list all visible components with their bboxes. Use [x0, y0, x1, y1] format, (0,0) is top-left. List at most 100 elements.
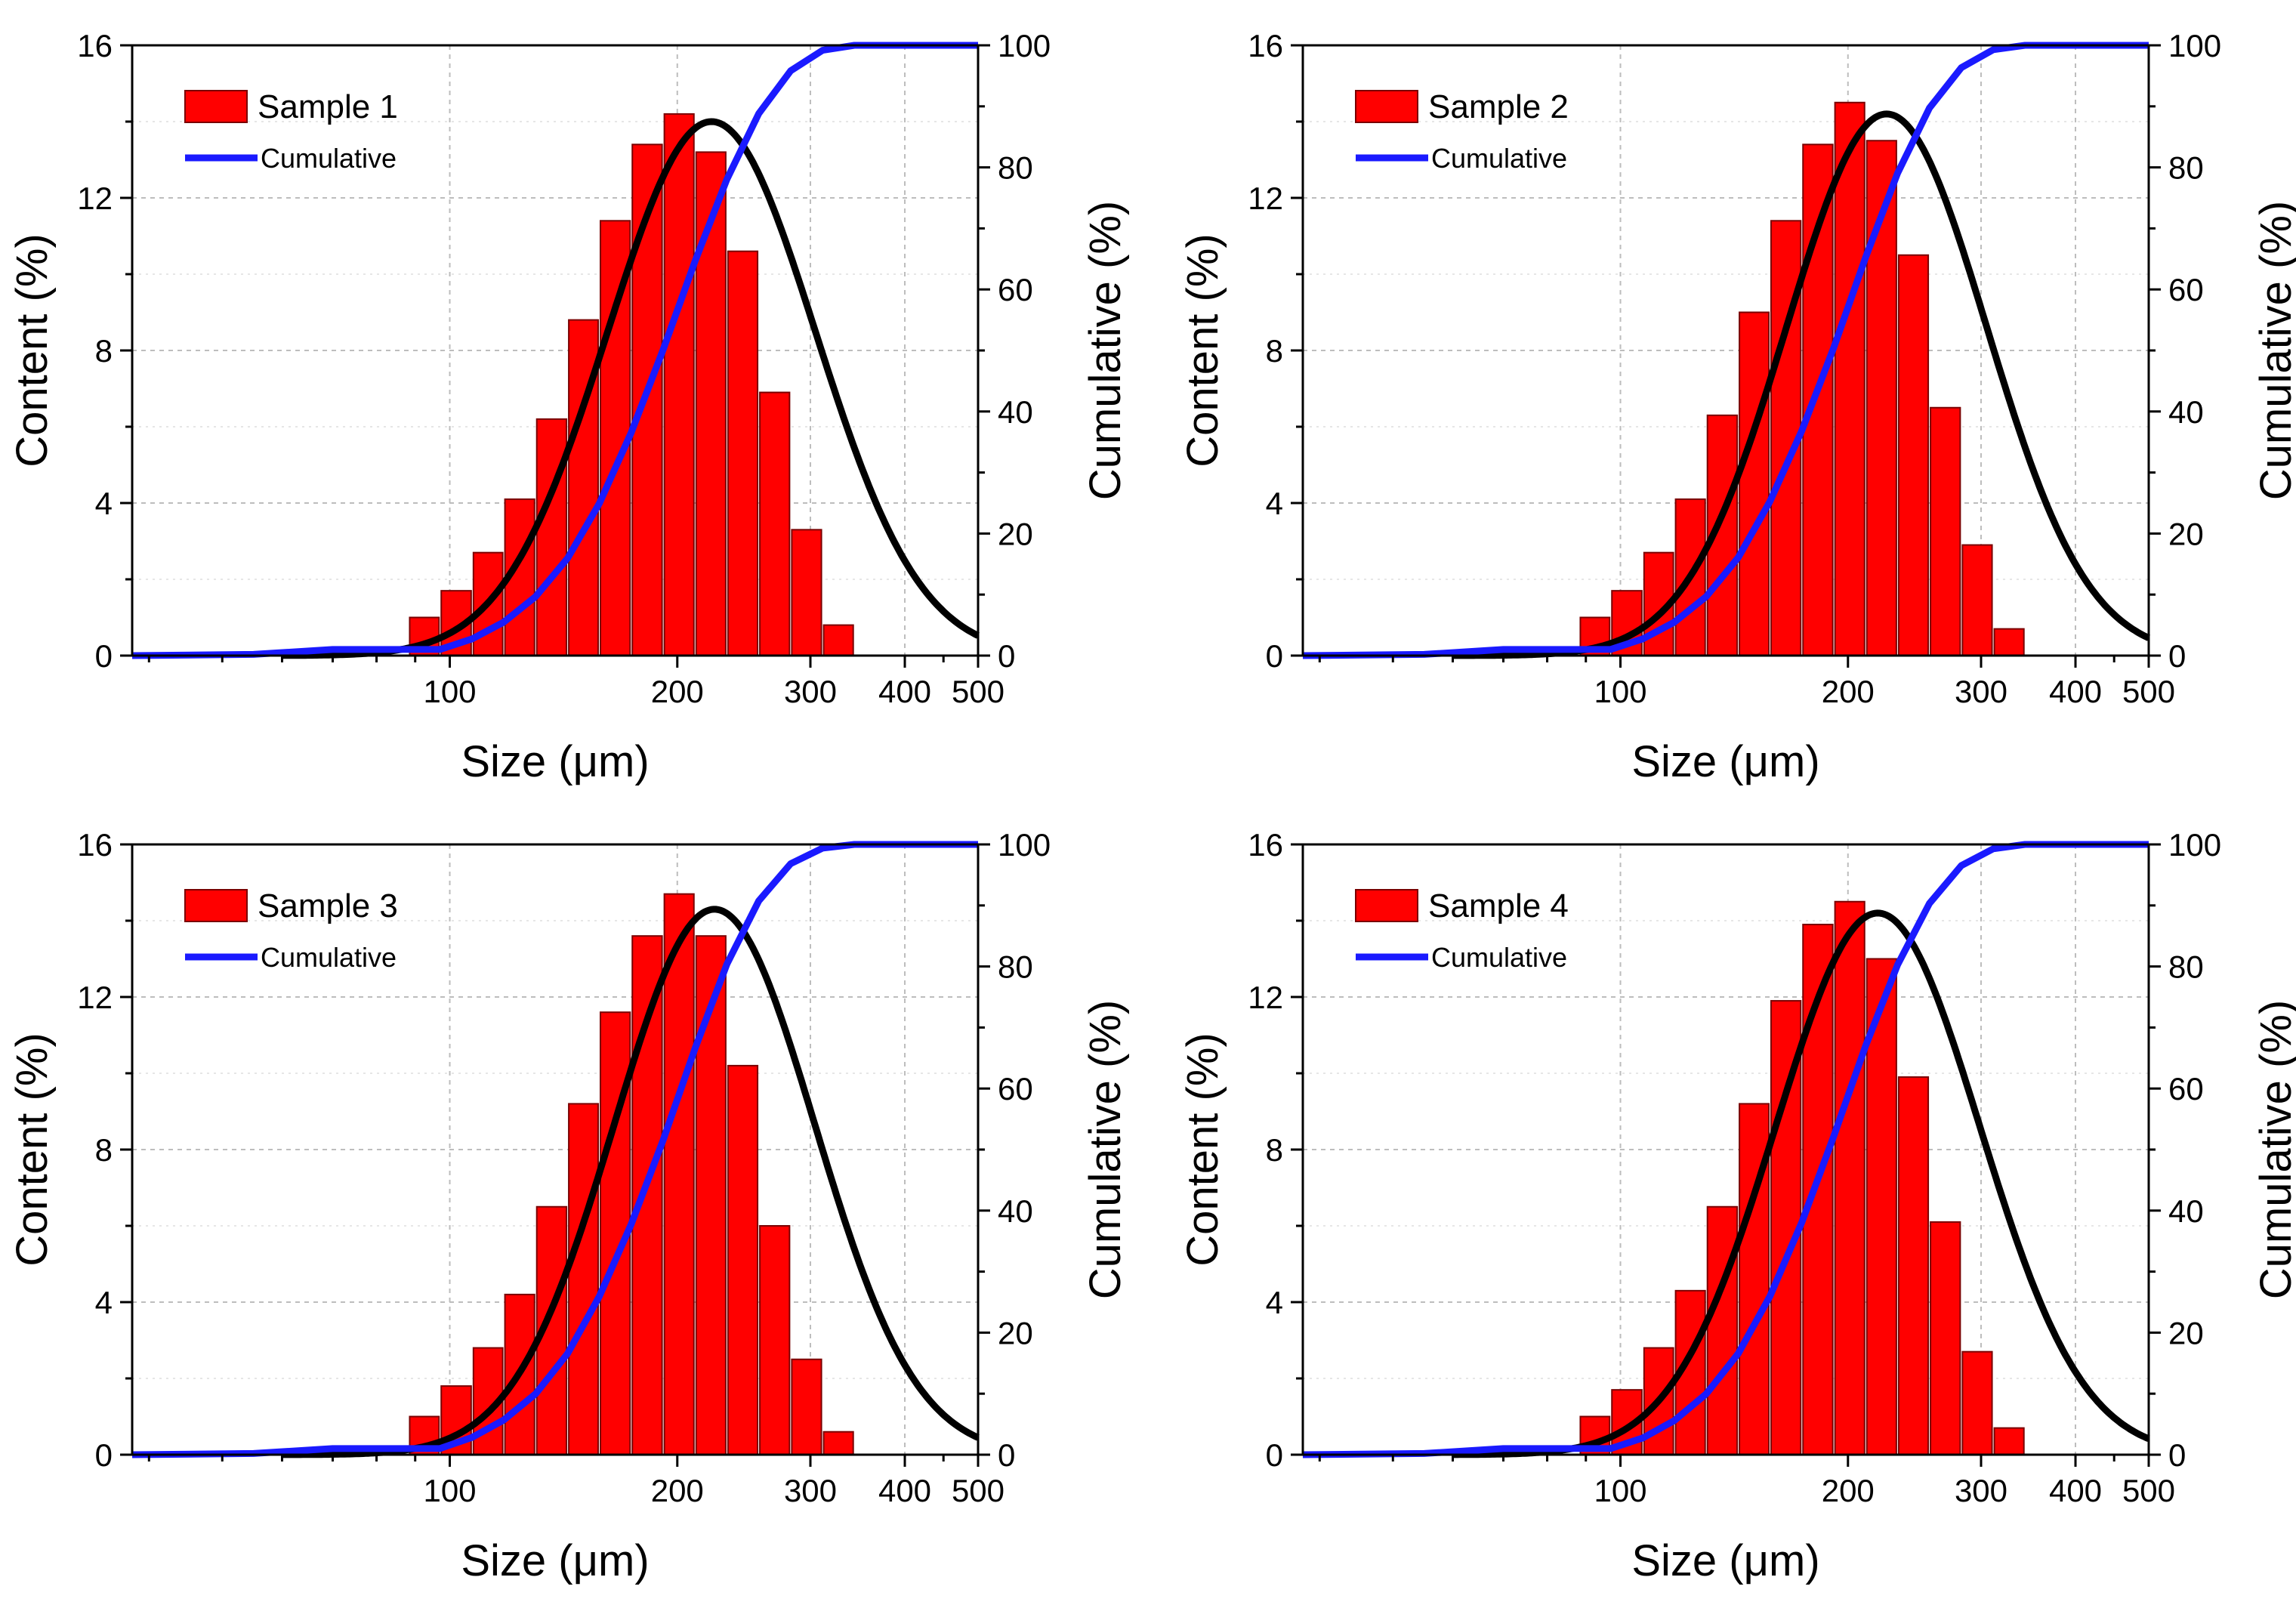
y-tick-label: 0: [95, 638, 113, 674]
bar: [727, 250, 759, 656]
cumulative-curve: [131, 42, 978, 659]
x-tick-label: 200: [651, 674, 704, 709]
bar: [535, 418, 568, 657]
legend: Sample 4 Cumulative: [1355, 887, 1569, 973]
y-tick-label: 16: [77, 28, 113, 63]
y2-axis-title: Cumulative (%): [2251, 1000, 2296, 1299]
bars: [1579, 101, 2025, 657]
y2-tick-label: 100: [998, 28, 1051, 63]
x-tick-label: 100: [1594, 1473, 1646, 1508]
bar: [727, 1064, 759, 1455]
y-tick-label: 4: [1266, 1285, 1283, 1320]
x-tick-label: 200: [1822, 674, 1875, 709]
y-tick-label: 8: [95, 333, 113, 369]
x-tick-label: 200: [651, 1473, 704, 1508]
y2-tick-label: 0: [998, 638, 1015, 674]
y-tick-label: 4: [1266, 486, 1283, 521]
chart-svg: 0 4 8 12 16 0 20 40 60 80 100 100 200 300 400 500 Size (…: [8, 28, 1130, 786]
legend-swatch-bar: [1355, 90, 1418, 123]
y2-tick-label: 80: [2168, 949, 2204, 985]
legend: Sample 2 Cumulative: [1355, 88, 1569, 174]
y2-tick-label: 40: [2168, 394, 2204, 430]
x-axis: 100 200 300 400 500: [147, 1455, 1004, 1508]
bar: [663, 893, 695, 1455]
x-axis-title: Size (μm): [461, 1536, 649, 1585]
legend-swatch-bar: [184, 90, 248, 123]
y2-tick-label: 0: [2168, 1437, 2186, 1473]
y2-tick-label: 60: [998, 1071, 1033, 1107]
y-axis-title: Content (%): [1178, 233, 1227, 467]
y2-tick-label: 0: [2168, 638, 2186, 674]
bar: [568, 1103, 599, 1455]
x-axis: 100 200 300 400 500: [147, 656, 1004, 709]
x-tick-label: 300: [1955, 674, 2007, 709]
y-tick-label: 16: [77, 827, 113, 863]
bar: [1706, 1205, 1739, 1455]
y2-tick-label: 100: [2168, 28, 2221, 63]
bar: [1834, 900, 1866, 1455]
y-axis-left: 0 4 8 12 16: [77, 28, 132, 674]
y-tick-label: 0: [1266, 1437, 1283, 1473]
y-tick-label: 0: [1266, 638, 1283, 674]
legend-label-cumulative: Cumulative: [261, 143, 397, 174]
bar: [759, 391, 791, 656]
x-tick-label: 500: [2122, 674, 2175, 709]
y-axis-right: 0 20 40 60 80 100: [2149, 28, 2221, 674]
bar: [1930, 1221, 1961, 1455]
y-tick-label: 0: [95, 1437, 113, 1473]
chart-svg: 0 4 8 12 16 0 20 40 60 80 100 100 200 300 400 500 Size (…: [8, 827, 1130, 1585]
chart-panel-2: 0 4 8 12 16 0 20 40 60 80 100 100 200 300 400 500 Size (…: [1171, 0, 2296, 802]
y2-tick-label: 60: [2168, 272, 2204, 307]
y-axis-title: Content (%): [8, 1032, 57, 1266]
y-axis-right: 0 20 40 60 80 100: [978, 827, 1051, 1473]
bar: [791, 1358, 822, 1455]
x-axis-title: Size (μm): [1631, 737, 1819, 786]
chart-panel-3: 0 4 8 12 16 0 20 40 60 80 100 100 200 300 400 500 Size (…: [0, 799, 1130, 1601]
bar: [791, 529, 822, 656]
x-tick-label: 500: [952, 674, 1004, 709]
y2-tick-label: 40: [998, 1193, 1033, 1229]
x-tick-label: 100: [423, 674, 476, 709]
bar: [695, 935, 727, 1455]
bars: [1579, 900, 2025, 1456]
x-tick-label: 300: [784, 1473, 837, 1508]
y-axis-left: 0 4 8 12 16: [1248, 827, 1303, 1473]
x-axis: 100 200 300 400 500: [1318, 1455, 2175, 1508]
bar: [663, 113, 695, 656]
y2-tick-label: 20: [998, 516, 1033, 551]
legend-label-cumulative: Cumulative: [261, 942, 397, 973]
chart-svg: 0 4 8 12 16 0 20 40 60 80 100 100 200 300 400 500 Size (…: [1178, 28, 2296, 786]
bar: [1993, 628, 2025, 657]
x-tick-label: 100: [1594, 674, 1646, 709]
y-axis-right: 0 20 40 60 80 100: [978, 28, 1051, 674]
chart-panel-1: 0 4 8 12 16 0 20 40 60 80 100 100 200 300 400 500 Size (…: [0, 0, 1130, 802]
legend: Sample 1 Cumulative: [184, 88, 398, 174]
x-tick-label: 400: [2049, 1473, 2102, 1508]
bar: [759, 1225, 791, 1455]
bars: [409, 113, 854, 657]
y-axis-right: 0 20 40 60 80 100: [2149, 827, 2221, 1473]
x-tick-label: 500: [2122, 1473, 2175, 1508]
x-tick-label: 300: [1955, 1473, 2007, 1508]
y-tick-label: 16: [1248, 28, 1283, 63]
x-tick-label: 400: [878, 1473, 931, 1508]
y2-tick-label: 80: [998, 150, 1033, 186]
bar: [1866, 140, 1897, 656]
bar: [1961, 544, 1993, 656]
x-tick-label: 500: [952, 1473, 1004, 1508]
y-tick-label: 12: [77, 980, 113, 1015]
x-tick-label: 100: [423, 1473, 476, 1508]
x-tick-label: 400: [878, 674, 931, 709]
y-axis-title: Content (%): [8, 233, 57, 467]
bar: [822, 1431, 854, 1456]
x-tick-label: 200: [1822, 1473, 1875, 1508]
y2-tick-label: 80: [2168, 150, 2204, 186]
legend-label-cumulative: Cumulative: [1431, 143, 1567, 174]
y-axis-left: 0 4 8 12 16: [1248, 28, 1303, 674]
cumulative-curve: [131, 841, 978, 1458]
chart-panel-4: 0 4 8 12 16 0 20 40 60 80 100 100 200 300 400 500 Size (…: [1171, 799, 2296, 1601]
bar: [1674, 1289, 1706, 1455]
x-axis: 100 200 300 400 500: [1318, 656, 2175, 709]
bar: [1897, 254, 1930, 656]
